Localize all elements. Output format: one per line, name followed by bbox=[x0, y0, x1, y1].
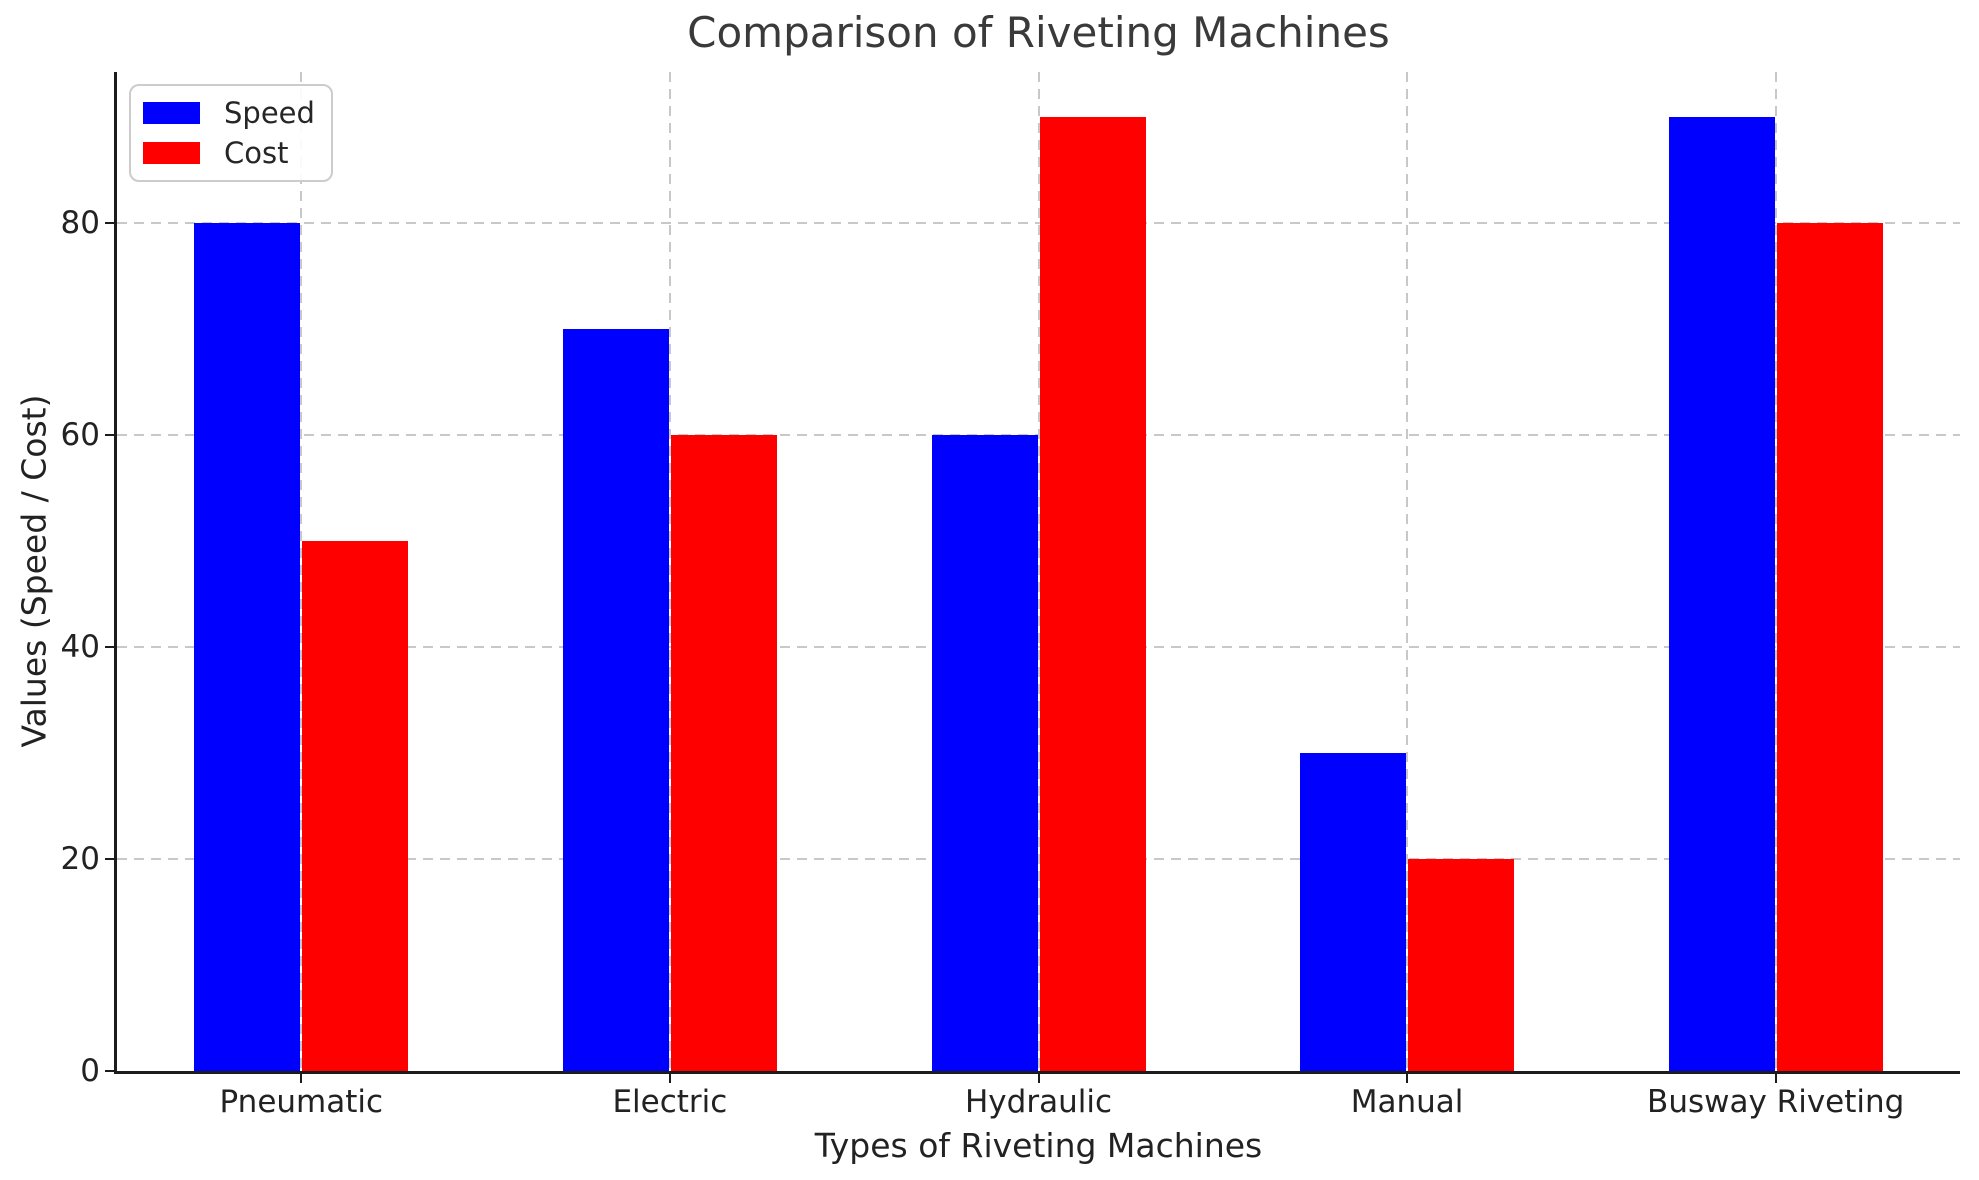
bar-cost-manual bbox=[1408, 858, 1515, 1071]
ytick-label-40: 40 bbox=[60, 628, 100, 665]
ytick-label-20: 20 bbox=[60, 840, 100, 877]
legend-label-cost: Cost bbox=[224, 136, 289, 170]
gridline-x-busway-riveting bbox=[1774, 72, 1777, 1071]
ytick-label-60: 60 bbox=[60, 416, 100, 453]
ytick-mark-80 bbox=[105, 221, 114, 224]
xtick-mark-manual bbox=[1406, 1074, 1409, 1083]
xtick-mark-hydraulic bbox=[1037, 1074, 1040, 1083]
bar-cost-electric bbox=[670, 434, 777, 1071]
xtick-label-electric: Electric bbox=[612, 1084, 728, 1120]
bar-speed-busway-riveting bbox=[1668, 116, 1775, 1071]
xtick-label-hydraulic: Hydraulic bbox=[965, 1084, 1112, 1120]
legend-swatch-cost bbox=[143, 142, 200, 164]
bar-cost-hydraulic bbox=[1039, 116, 1146, 1071]
gridline-x-pneumatic bbox=[300, 72, 303, 1071]
gridline-x-manual bbox=[1406, 72, 1409, 1071]
xtick-label-manual: Manual bbox=[1350, 1084, 1464, 1120]
xtick-label-pneumatic: Pneumatic bbox=[219, 1084, 384, 1120]
legend: Speed Cost bbox=[129, 84, 333, 182]
ytick-mark-40 bbox=[105, 645, 114, 648]
y-axis-spine bbox=[114, 72, 117, 1074]
bar-speed-hydraulic bbox=[931, 434, 1038, 1071]
xtick-label-busway-riveting: Busway Riveting bbox=[1647, 1084, 1905, 1120]
chart-title: Comparison of Riveting Machines bbox=[687, 8, 1390, 57]
ytick-mark-0 bbox=[105, 1070, 114, 1072]
gridline-x-hydraulic bbox=[1037, 72, 1040, 1071]
xtick-mark-pneumatic bbox=[300, 1074, 303, 1083]
ytick-mark-20 bbox=[105, 857, 114, 860]
xtick-mark-electric bbox=[668, 1074, 671, 1083]
legend-item-cost: Cost bbox=[143, 136, 315, 170]
ytick-mark-60 bbox=[105, 433, 114, 436]
bar-speed-pneumatic bbox=[194, 222, 301, 1071]
x-axis-label: Types of Riveting Machines bbox=[814, 1126, 1263, 1165]
x-axis-spine bbox=[114, 1071, 1960, 1074]
bar-cost-pneumatic bbox=[302, 540, 409, 1071]
legend-swatch-speed bbox=[143, 102, 200, 124]
legend-item-speed: Speed bbox=[143, 96, 315, 130]
legend-label-speed: Speed bbox=[224, 96, 315, 130]
bar-speed-electric bbox=[562, 328, 669, 1071]
ytick-label-0: 0 bbox=[80, 1053, 100, 1089]
ytick-label-80: 80 bbox=[60, 204, 100, 241]
xtick-mark-busway-riveting bbox=[1774, 1074, 1777, 1083]
bar-cost-busway-riveting bbox=[1776, 222, 1883, 1071]
gridline-x-electric bbox=[668, 72, 671, 1071]
bar-speed-manual bbox=[1300, 752, 1407, 1071]
